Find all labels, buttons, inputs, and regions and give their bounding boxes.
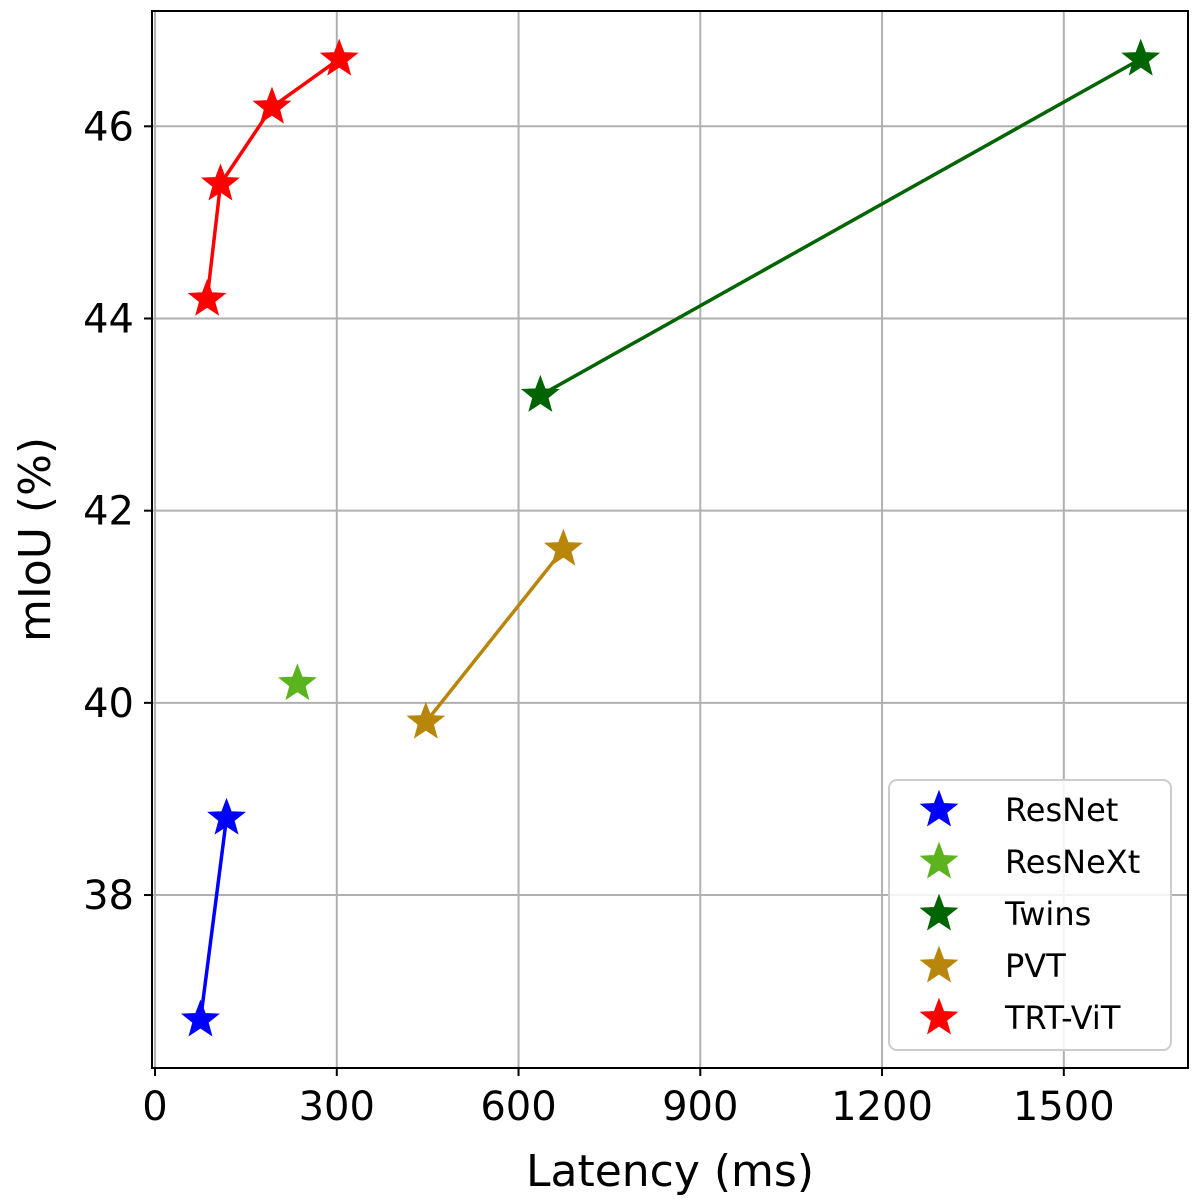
data-point xyxy=(252,86,292,124)
legend-label: ResNeXt xyxy=(1005,843,1140,881)
series-resnext xyxy=(277,663,317,701)
x-tick-label: 600 xyxy=(480,1084,556,1130)
ticks: 0 300 600 900 1200 1500 38 40 42 44 46 xyxy=(83,104,1115,1130)
legend-marker xyxy=(919,789,959,827)
legend-marker xyxy=(919,893,959,931)
x-tick-label: 0 xyxy=(142,1084,167,1130)
x-tick-label: 1200 xyxy=(831,1084,933,1130)
series-resnet xyxy=(181,797,246,1037)
data-point xyxy=(520,374,560,412)
legend-label: ResNet xyxy=(1005,791,1118,829)
y-tick-label: 46 xyxy=(83,104,134,150)
x-axis-label: Latency (ms) xyxy=(526,1146,814,1197)
x-tick-label: 900 xyxy=(662,1084,738,1130)
series-trt-vit xyxy=(187,38,359,316)
grid xyxy=(152,11,1188,1068)
series-line xyxy=(205,57,341,300)
y-axis-label: mIoU (%) xyxy=(10,437,61,642)
data-point xyxy=(181,999,220,1037)
x-tick-label: 300 xyxy=(299,1084,375,1130)
legend-marker xyxy=(919,945,959,983)
series-line xyxy=(539,57,1142,397)
legend: ResNet ResNeXt Twins PVT TRT-ViT xyxy=(888,779,1172,1051)
series-layer xyxy=(181,38,1161,1037)
data-point xyxy=(187,278,227,316)
data-point xyxy=(207,797,246,835)
series-pvt xyxy=(406,528,583,739)
series-twins xyxy=(520,38,1161,412)
data-point xyxy=(406,701,446,739)
data-point xyxy=(1121,38,1161,76)
y-tick-label: 42 xyxy=(83,489,134,535)
series-line xyxy=(424,548,565,724)
data-point xyxy=(277,663,317,701)
series-line xyxy=(198,817,229,1021)
legend-box xyxy=(888,779,1172,1051)
legend-label: Twins xyxy=(1004,895,1091,933)
y-tick-label: 44 xyxy=(83,296,134,342)
plot-area-frame xyxy=(151,10,1189,1069)
y-tick-label: 40 xyxy=(83,681,134,727)
y-tick-label: 38 xyxy=(83,873,134,919)
data-point xyxy=(319,38,359,76)
data-point xyxy=(543,528,583,566)
legend-marker xyxy=(919,841,959,879)
x-tick-label: 1500 xyxy=(1013,1084,1115,1130)
legend-marker xyxy=(919,997,959,1035)
legend-label: TRT-ViT xyxy=(1004,999,1121,1037)
legend-label: PVT xyxy=(1005,947,1066,985)
data-point xyxy=(201,163,240,201)
